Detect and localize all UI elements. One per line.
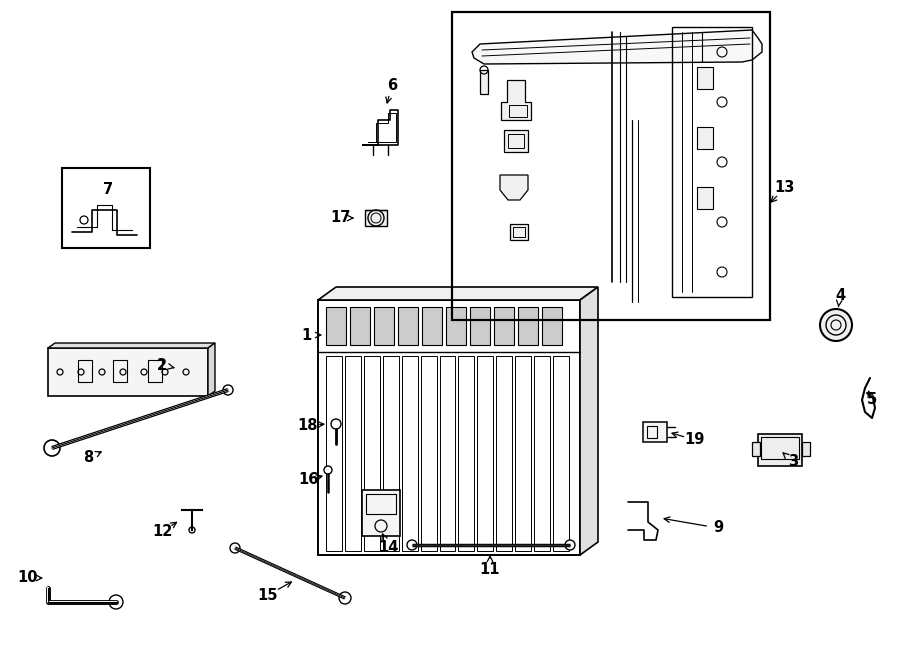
Bar: [477, 356, 493, 551]
Bar: [398, 307, 418, 345]
Bar: [382, 356, 399, 551]
Bar: [761, 437, 799, 459]
Bar: [345, 356, 361, 551]
Bar: [365, 210, 387, 226]
Polygon shape: [501, 80, 531, 120]
Text: 3: 3: [788, 455, 798, 469]
Text: 9: 9: [713, 520, 723, 535]
Text: 18: 18: [298, 418, 319, 432]
Circle shape: [565, 540, 575, 550]
Text: 19: 19: [685, 432, 706, 447]
Text: 8: 8: [83, 451, 93, 465]
Circle shape: [223, 385, 233, 395]
Text: 7: 7: [103, 182, 113, 198]
Bar: [401, 356, 418, 551]
Circle shape: [44, 440, 60, 456]
Bar: [504, 130, 528, 152]
Text: 4: 4: [835, 288, 845, 303]
Polygon shape: [318, 287, 598, 300]
Text: 1: 1: [301, 327, 311, 342]
Circle shape: [109, 595, 123, 609]
Circle shape: [820, 309, 852, 341]
Text: 12: 12: [152, 524, 172, 539]
Bar: [697, 127, 713, 149]
Bar: [420, 356, 436, 551]
Bar: [647, 426, 657, 438]
Bar: [752, 442, 760, 456]
Bar: [62, 168, 150, 248]
Text: 17: 17: [329, 210, 350, 225]
Polygon shape: [500, 175, 528, 200]
Bar: [446, 307, 466, 345]
Bar: [148, 360, 162, 382]
Bar: [496, 356, 512, 551]
Bar: [518, 307, 538, 345]
Bar: [802, 442, 810, 456]
Bar: [758, 434, 802, 466]
Bar: [366, 494, 396, 514]
Text: 11: 11: [480, 563, 500, 578]
Bar: [513, 227, 525, 237]
Circle shape: [324, 466, 332, 474]
Text: 2: 2: [157, 358, 167, 373]
Circle shape: [331, 419, 341, 429]
Bar: [554, 356, 569, 551]
Bar: [452, 12, 770, 320]
Bar: [508, 134, 524, 148]
Polygon shape: [580, 287, 598, 555]
Bar: [374, 307, 394, 345]
Bar: [350, 307, 370, 345]
Bar: [364, 356, 380, 551]
Polygon shape: [472, 30, 762, 64]
Bar: [362, 490, 400, 536]
Polygon shape: [48, 348, 208, 396]
Bar: [318, 300, 580, 555]
Bar: [113, 360, 127, 382]
Circle shape: [230, 543, 240, 553]
Text: 10: 10: [18, 570, 38, 586]
Text: 15: 15: [257, 588, 278, 602]
Polygon shape: [48, 343, 215, 348]
Bar: [326, 356, 342, 551]
Bar: [480, 70, 488, 94]
Circle shape: [407, 540, 417, 550]
Bar: [439, 356, 455, 551]
Bar: [697, 67, 713, 89]
Text: 5: 5: [867, 393, 877, 407]
Bar: [542, 307, 562, 345]
Circle shape: [339, 592, 351, 604]
Bar: [494, 307, 514, 345]
Circle shape: [368, 210, 384, 226]
Text: 16: 16: [298, 473, 319, 488]
Text: 6: 6: [387, 77, 397, 93]
Bar: [470, 307, 490, 345]
Bar: [672, 27, 752, 297]
Bar: [510, 224, 528, 240]
Bar: [515, 356, 531, 551]
Bar: [422, 307, 442, 345]
Text: 14: 14: [378, 541, 398, 555]
Bar: [326, 307, 346, 345]
Bar: [78, 360, 92, 382]
Bar: [697, 187, 713, 209]
Text: 13: 13: [775, 180, 796, 196]
Bar: [509, 105, 527, 117]
Bar: [535, 356, 550, 551]
Polygon shape: [208, 343, 215, 396]
Bar: [643, 422, 667, 442]
Bar: [458, 356, 474, 551]
